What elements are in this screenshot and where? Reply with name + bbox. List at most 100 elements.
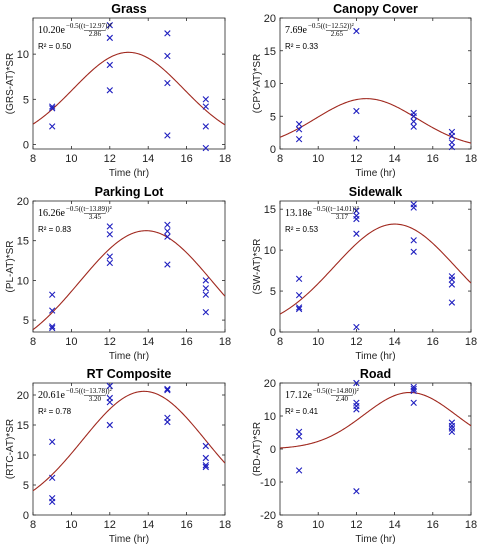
x-tick-label: 18 <box>219 336 231 348</box>
data-point <box>295 305 303 313</box>
x-axis-label: Time (hr) <box>355 534 395 545</box>
y-tick-label: 15 <box>264 204 276 216</box>
y-axis-label: (RD-AT)*SR <box>252 422 263 476</box>
data-point <box>106 223 113 230</box>
data-point <box>410 399 417 406</box>
data-point <box>353 107 360 115</box>
x-tick-label: 10 <box>312 336 324 348</box>
data-point <box>106 399 113 406</box>
data-point <box>164 52 171 60</box>
chart-title: Road <box>360 367 391 381</box>
fit-equation-exponent: −0.5((t−14.01))² <box>313 205 359 213</box>
data-point <box>448 428 456 436</box>
data-point <box>106 421 113 429</box>
y-tick-label: 10 <box>264 245 276 257</box>
data-point <box>49 123 56 130</box>
data-point <box>410 113 417 120</box>
data-point <box>410 387 417 395</box>
data-point <box>106 87 113 94</box>
fit-equation: 7.69e <box>285 25 308 36</box>
x-tick-label: 10 <box>65 336 77 348</box>
data-point <box>410 123 417 130</box>
chart-title: Canopy Cover <box>333 2 418 16</box>
chart-title: Parking Lot <box>95 185 165 199</box>
y-tick-label: 0 <box>23 510 29 522</box>
data-point <box>49 323 56 330</box>
x-tick-label: 10 <box>312 519 324 531</box>
data-point <box>202 462 209 469</box>
data-point <box>164 385 171 393</box>
x-tick-label: 12 <box>104 519 116 531</box>
data-point <box>202 454 209 462</box>
y-axis-label: (CPY-AT)*SR <box>252 54 263 113</box>
data-point <box>106 231 113 238</box>
y-tick-label: 10 <box>264 411 276 423</box>
x-tick-label: 18 <box>465 519 477 531</box>
data-point <box>448 143 456 151</box>
x-axis-label: Time (hr) <box>109 351 149 362</box>
x-tick-label: 14 <box>388 153 400 165</box>
fit-equation-exponent: −0.5((t−12.52))² <box>308 22 354 30</box>
y-tick-label: 0 <box>270 444 276 456</box>
chart-title: Sidewalk <box>349 185 403 199</box>
data-point <box>448 299 456 306</box>
data-point <box>448 422 456 430</box>
x-tick-label: 16 <box>180 153 192 165</box>
y-tick-label: 10 <box>17 450 29 462</box>
y-tick-label: -20 <box>260 510 276 522</box>
fit-equation-sigma: 3.20 <box>89 395 102 403</box>
x-tick-label: 16 <box>427 153 439 165</box>
fit-equation-sigma: 2.86 <box>89 30 102 38</box>
x-tick-label: 10 <box>312 153 324 165</box>
x-tick-label: 12 <box>104 336 116 348</box>
data-point <box>353 406 360 413</box>
data-point <box>202 103 209 110</box>
y-tick-label: 15 <box>17 420 29 432</box>
data-point <box>202 123 209 130</box>
y-tick-label: 5 <box>23 480 29 492</box>
axes-frame <box>279 200 472 333</box>
data-point <box>448 139 456 146</box>
data-point <box>202 463 209 471</box>
fit-equation-sigma: 2.40 <box>336 395 349 403</box>
data-point <box>202 144 209 152</box>
y-axis-label: (PL-AT)*SR <box>5 240 16 292</box>
x-axis-label: Time (hr) <box>355 351 395 362</box>
data-point <box>353 379 360 387</box>
data-point <box>410 204 417 211</box>
r-squared: R² = 0.41 <box>285 407 319 416</box>
y-tick-label: 0 <box>270 144 276 156</box>
fit-equation-exponent: −0.5((t−13.89))² <box>66 205 112 213</box>
y-tick-label: 10 <box>264 79 276 91</box>
chart-road: Road 8 10 12 14 16 18 -20 -10 0 10 20 Time (hr) (RD-A… <box>252 367 477 545</box>
data-point <box>106 382 113 390</box>
y-tick-label: 0 <box>23 139 29 151</box>
data-point <box>49 498 56 505</box>
x-tick-label: 12 <box>350 153 362 165</box>
fit-equation-sigma: 3.17 <box>336 213 349 221</box>
data-point <box>353 215 360 223</box>
axes-frame <box>32 200 226 333</box>
fit-equation: 13.18e <box>285 208 313 219</box>
chart-grass: Grass 8 10 12 14 16 18 0 5 10 Time (hr) (GRS-AT)*SR… <box>5 2 231 179</box>
r-squared: R² = 0.50 <box>38 42 72 51</box>
fit-equation: 20.61e <box>38 390 66 401</box>
x-tick-label: 8 <box>277 519 283 531</box>
data-point <box>49 307 56 314</box>
data-point <box>164 233 171 240</box>
chart-parking-lot: Parking Lot 8 10 12 14 16 18 5 10 15 20 Time (hr) (P… <box>5 185 231 362</box>
data-point <box>202 285 209 292</box>
data-point <box>106 34 113 42</box>
data-point <box>49 291 56 298</box>
data-point <box>106 61 113 69</box>
data-point <box>448 132 456 140</box>
x-tick-label: 12 <box>104 153 116 165</box>
fit-curve <box>33 230 225 331</box>
x-tick-label: 14 <box>142 519 154 531</box>
data-point <box>295 304 303 311</box>
fit-equation-exponent: −0.5((t−12.97))² <box>66 22 112 30</box>
y-tick-label: 5 <box>23 94 29 106</box>
data-point <box>202 308 209 316</box>
x-tick-label: 18 <box>465 153 477 165</box>
y-tick-label: 15 <box>17 236 29 248</box>
